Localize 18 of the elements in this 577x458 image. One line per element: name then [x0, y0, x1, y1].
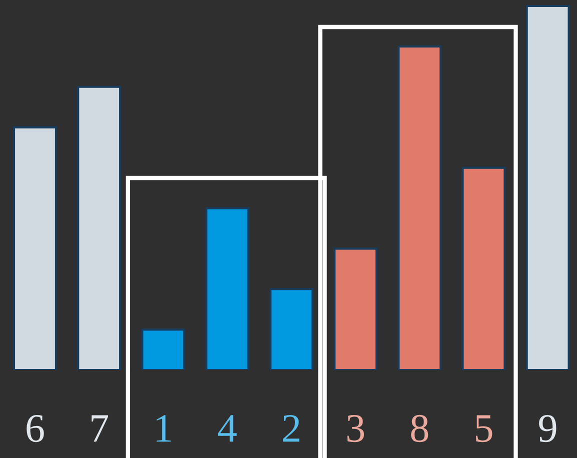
data-label: 5	[476, 415, 492, 442]
data-label: 7	[92, 415, 108, 442]
bar	[269, 288, 314, 370]
data-label: 4	[218, 415, 237, 442]
bar	[141, 328, 186, 370]
data-label: 2	[283, 415, 300, 442]
bar	[398, 45, 442, 370]
data-label: 1	[156, 415, 171, 442]
data-label: 9	[539, 415, 556, 442]
bar	[462, 166, 506, 370]
bar	[526, 4, 570, 370]
bar	[12, 126, 58, 370]
data-label: 8	[411, 414, 428, 442]
data-label: 6	[26, 415, 44, 442]
bar	[77, 86, 122, 370]
bar	[205, 207, 250, 370]
data-label: 3	[347, 415, 364, 442]
bar	[333, 248, 378, 370]
